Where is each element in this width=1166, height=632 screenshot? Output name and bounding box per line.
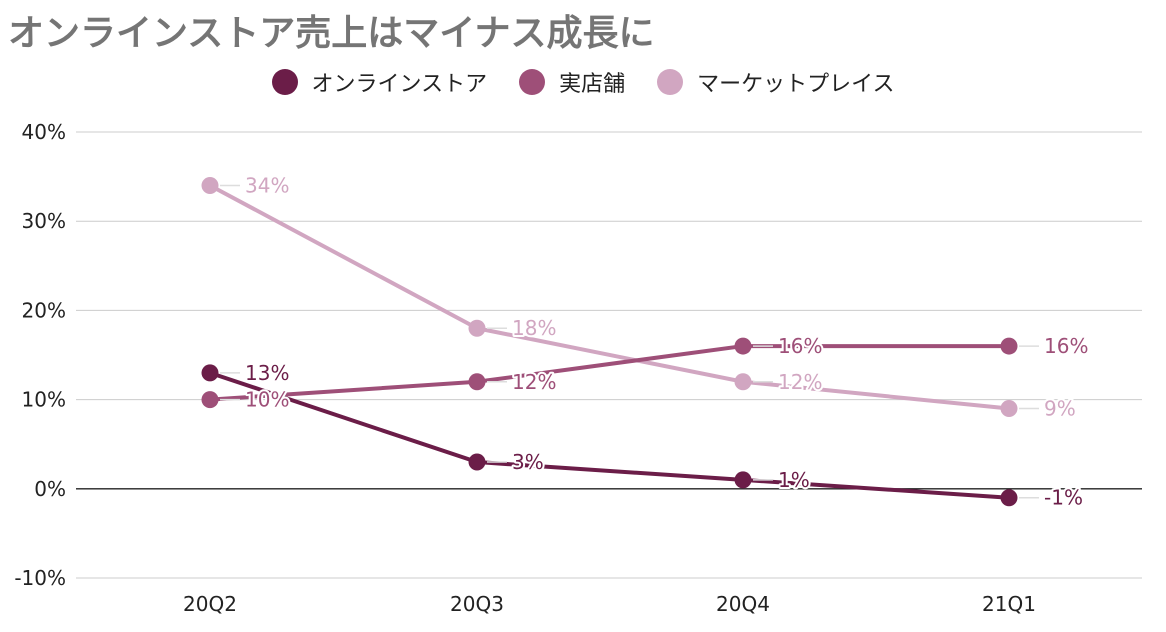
legend-label-online-store: オンラインストア — [311, 72, 488, 97]
legend: オンラインストア 実店舗 マーケットプレイス — [0, 66, 1166, 98]
series-line — [208, 370, 1011, 500]
data-label: 1% — [778, 468, 810, 492]
legend-swatch-online-store — [271, 69, 298, 95]
data-label: 3% — [512, 450, 544, 474]
data-label: 16% — [1044, 334, 1088, 358]
data-point — [1000, 400, 1018, 418]
legend-item-online-store: オンラインストア — [271, 66, 488, 98]
y-tick-label: 30% — [22, 209, 66, 233]
data-label: 9% — [1044, 397, 1076, 421]
chart-title: オンラインストア売上はマイナス成長に — [8, 13, 655, 54]
data-label: 13% — [245, 361, 289, 385]
series-lines — [201, 177, 1039, 507]
data-point — [468, 453, 486, 471]
data-point — [1000, 489, 1018, 507]
legend-item-physical-store: 実店舗 — [519, 66, 625, 98]
data-label: 16% — [778, 334, 822, 358]
y-tick-label: 40% — [22, 120, 66, 144]
data-point — [201, 364, 219, 382]
series-line — [208, 344, 1011, 402]
series-line — [208, 183, 1011, 411]
data-labels: 34% 18% 12% 9% 10% 12% 16% 16% 13% 3% 1% -1% — [243, 172, 1090, 512]
x-tick-label: 20Q4 — [716, 592, 770, 616]
legend-swatch-physical-store — [519, 69, 546, 95]
y-tick-label: -10% — [14, 566, 66, 590]
y-tick-label: 20% — [22, 298, 66, 322]
data-point — [1000, 337, 1018, 355]
x-tick-label: 20Q3 — [450, 592, 504, 616]
data-point — [468, 319, 486, 337]
legend-label-physical-store: 実店舗 — [559, 72, 626, 97]
data-label: 18% — [512, 316, 556, 340]
data-label: 12% — [512, 370, 556, 394]
data-label: 10% — [245, 388, 289, 412]
legend-swatch-marketplace — [657, 69, 684, 95]
data-label: 12% — [778, 370, 822, 394]
data-point — [734, 337, 752, 355]
y-tick-label: 0% — [34, 477, 66, 501]
x-tick-label: 20Q2 — [183, 592, 237, 616]
data-point — [201, 177, 219, 195]
data-label: -1% — [1044, 486, 1083, 510]
gridlines — [76, 131, 1142, 579]
y-tick-label: 10% — [22, 388, 66, 412]
data-point — [734, 373, 752, 391]
legend-label-marketplace: マーケットプレイス — [697, 72, 895, 97]
x-tick-label: 21Q1 — [982, 592, 1036, 616]
axes: -10% 0% 10% 20% 30% 40% 20Q2 20Q3 20Q4 21Q1 — [14, 120, 1036, 616]
legend-item-marketplace: マーケットプレイス — [657, 66, 894, 98]
data-point — [468, 373, 486, 391]
data-label: 34% — [245, 174, 289, 198]
data-point — [201, 391, 219, 409]
data-point — [734, 471, 752, 489]
